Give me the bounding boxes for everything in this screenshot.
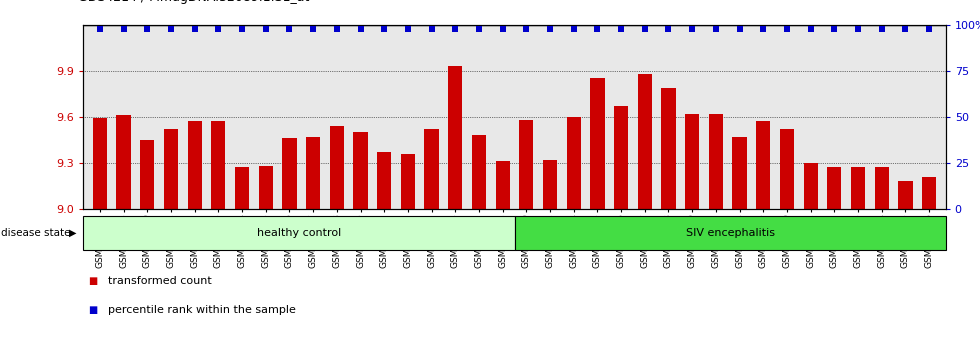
- Bar: [827, 167, 842, 209]
- Bar: [401, 154, 415, 209]
- Text: healthy control: healthy control: [257, 228, 341, 238]
- Bar: [662, 88, 675, 209]
- Bar: [235, 167, 249, 209]
- Text: ■: ■: [88, 276, 97, 286]
- Bar: [471, 135, 486, 209]
- Text: ▶: ▶: [69, 228, 76, 238]
- Bar: [259, 166, 272, 209]
- Bar: [282, 138, 297, 209]
- Bar: [638, 74, 652, 209]
- Text: disease state: disease state: [1, 228, 71, 238]
- Bar: [354, 132, 368, 209]
- Bar: [922, 177, 936, 209]
- Bar: [377, 152, 391, 209]
- Bar: [496, 161, 510, 209]
- Bar: [212, 121, 225, 209]
- Bar: [306, 137, 320, 209]
- Bar: [164, 129, 178, 209]
- Bar: [590, 79, 605, 209]
- Text: ■: ■: [88, 305, 97, 315]
- Bar: [329, 126, 344, 209]
- Bar: [874, 167, 889, 209]
- Bar: [543, 160, 558, 209]
- Text: transformed count: transformed count: [108, 276, 212, 286]
- Bar: [780, 129, 794, 209]
- Bar: [851, 167, 865, 209]
- Text: SIV encephalitis: SIV encephalitis: [686, 228, 774, 238]
- Bar: [709, 114, 723, 209]
- Bar: [424, 129, 439, 209]
- Bar: [93, 118, 107, 209]
- Bar: [514, 216, 946, 250]
- Bar: [757, 121, 770, 209]
- Bar: [566, 117, 581, 209]
- Bar: [117, 115, 130, 209]
- Text: percentile rank within the sample: percentile rank within the sample: [108, 305, 296, 315]
- Bar: [519, 120, 533, 209]
- Bar: [448, 66, 463, 209]
- Bar: [804, 163, 817, 209]
- Bar: [732, 137, 747, 209]
- Bar: [187, 121, 202, 209]
- Bar: [899, 181, 912, 209]
- Bar: [685, 114, 700, 209]
- Text: GDS4214 / MmugDNA.32089.1.S1_at: GDS4214 / MmugDNA.32089.1.S1_at: [78, 0, 310, 4]
- Bar: [83, 216, 514, 250]
- Bar: [140, 140, 155, 209]
- Bar: [614, 106, 628, 209]
